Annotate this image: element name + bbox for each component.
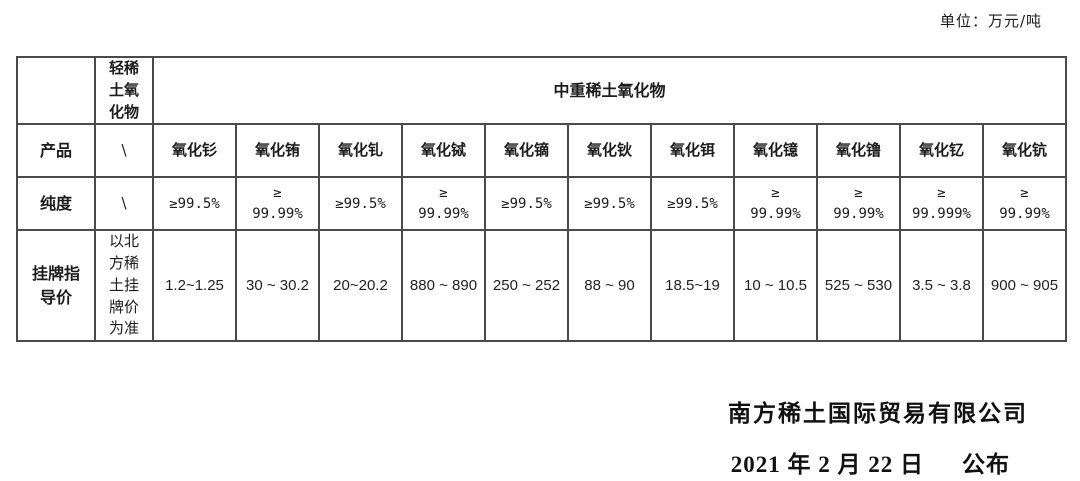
oxide-name-cell: 氧化镥 <box>816 123 901 179</box>
rare-earth-price-table: 轻稀 土氧 化物 中重稀土氧化物 产品 \ 氧化钐 氧化铕 氧化钆 氧化铽 氧化… <box>16 55 1067 342</box>
publish-label: 公布 <box>962 452 1010 477</box>
light-rare-earth-group-header: 轻稀 土氧 化物 <box>94 55 154 126</box>
price-cell: 30 ~ 30.2 <box>235 229 320 342</box>
price-cell: 900 ~ 905 <box>982 229 1067 342</box>
row-label-guide-price: 挂牌指 导价 <box>16 229 96 342</box>
price-cell: 18.5~19 <box>650 229 735 342</box>
price-cell: 20~20.2 <box>318 229 403 342</box>
price-cell: 88 ~ 90 <box>567 229 652 342</box>
heavy-rare-earth-group-header: 中重稀土氧化物 <box>152 55 1067 126</box>
company-name: 南方稀土国际贸易有限公司 <box>728 401 1028 426</box>
footer: 南方稀土国际贸易有限公司 2021 年 2 月 22 日 公布 <box>728 394 1028 479</box>
purity-cell: ≥ 99.99% <box>733 176 818 232</box>
publish-date-line: 2021 年 2 月 22 日 公布 <box>728 445 1028 479</box>
price-cell: 3.5 ~ 3.8 <box>899 229 984 342</box>
oxide-name-cell: 氧化镝 <box>484 123 569 179</box>
price-cell: 10 ~ 10.5 <box>733 229 818 342</box>
light-product-slash: \ <box>94 123 154 179</box>
oxide-name-cell: 氧化铒 <box>650 123 735 179</box>
oxide-name-cell: 氧化镱 <box>733 123 818 179</box>
light-price-basis-note: 以北 方稀 土挂 牌价 为准 <box>94 229 154 342</box>
row-label-purity: 纯度 <box>16 176 96 232</box>
purity-cell: ≥99.5% <box>152 176 237 232</box>
oxide-name-cell: 氧化铕 <box>235 123 320 179</box>
oxide-name-cell: 氧化钐 <box>152 123 237 179</box>
oxide-name-cell: 氧化钆 <box>318 123 403 179</box>
unit-label: 单位：万元/吨 <box>939 12 1042 30</box>
price-cell: 880 ~ 890 <box>401 229 486 342</box>
purity-cell: ≥ 99.99% <box>816 176 901 232</box>
price-cell: 525 ~ 530 <box>816 229 901 342</box>
purity-row: 纯度 \ ≥99.5% ≥ 99.99% ≥99.5% ≥ 99.99% ≥99… <box>16 176 1067 232</box>
purity-cell: ≥ 99.99% <box>982 176 1067 232</box>
purity-cell: ≥99.5% <box>650 176 735 232</box>
oxide-name-cell: 氧化铽 <box>401 123 486 179</box>
product-row: 产品 \ 氧化钐 氧化铕 氧化钆 氧化铽 氧化镝 氧化钬 氧化铒 氧化镱 氧化镥… <box>16 123 1067 179</box>
price-cell: 250 ~ 252 <box>484 229 569 342</box>
price-cell: 1.2~1.25 <box>152 229 237 342</box>
purity-cell: ≥99.5% <box>484 176 569 232</box>
purity-cell: ≥ 99.99% <box>401 176 486 232</box>
purity-cell: ≥99.5% <box>567 176 652 232</box>
oxide-name-cell: 氧化钪 <box>982 123 1067 179</box>
row-label-product: 产品 <box>16 123 96 179</box>
corner-cell <box>16 55 96 126</box>
table-header-row: 轻稀 土氧 化物 中重稀土氧化物 <box>16 55 1067 126</box>
oxide-name-cell: 氧化钬 <box>567 123 652 179</box>
purity-cell: ≥99.5% <box>318 176 403 232</box>
publish-date: 2021 年 2 月 22 日 <box>730 452 924 477</box>
purity-cell: ≥ 99.99% <box>235 176 320 232</box>
light-purity-slash: \ <box>94 176 154 232</box>
oxide-name-cell: 氧化钇 <box>899 123 984 179</box>
guide-price-row: 挂牌指 导价 以北 方稀 土挂 牌价 为准 1.2~1.25 30 ~ 30.2… <box>16 229 1067 342</box>
purity-cell: ≥ 99.999% <box>899 176 984 232</box>
